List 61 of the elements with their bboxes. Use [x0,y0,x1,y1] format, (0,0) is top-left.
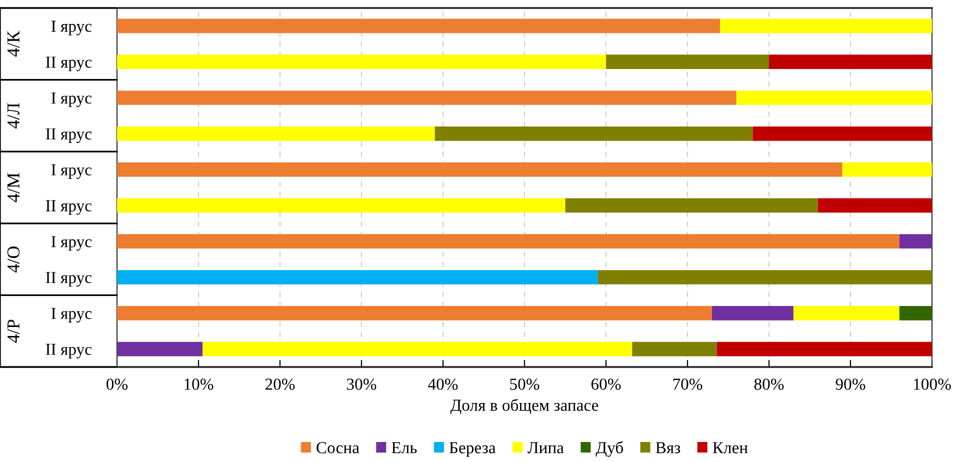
bar [117,306,712,320]
y-tick-label: I ярус [51,20,92,36]
x-tick-label: 50% [510,378,540,390]
text: 4/Р [7,320,20,343]
x-tick-label: 90% [836,378,866,390]
legend-label: Дуб [596,441,624,457]
bar [117,198,566,213]
bar [842,162,932,177]
x-tick-label: 30% [347,378,376,390]
legend-label: Липа [528,442,564,454]
bar [720,18,932,34]
y-tick-label: I ярус [51,92,92,108]
x-tick-label: 20% [265,378,295,390]
legend-label: Сосна [316,442,360,454]
bar [598,270,932,284]
bar [117,90,736,105]
text: 4/К [7,30,20,57]
bar [818,198,932,213]
y-tick-label: I ярус [51,164,92,179]
bar [899,306,932,320]
bar [769,54,932,70]
bar [117,162,842,177]
bar [117,234,900,249]
legend-label: Береза [449,442,496,457]
x-axis-title: Доля в общем запасе [450,398,598,414]
text: 4/О [7,246,20,272]
bar [606,54,769,70]
bar [117,18,720,34]
bar [117,54,606,70]
legend-label: Ель [392,442,417,454]
legend-label: Вяз [656,442,680,454]
y-tick-label: II ярус [46,128,92,144]
y-tick-label: II ярус [46,200,92,215]
bar [632,342,717,356]
bar [899,234,932,249]
x-tick-label: 80% [754,378,784,390]
x-tick-label: 70% [673,378,702,390]
y-tick-label: II ярус [46,272,92,287]
x-tick-label: 100% [914,378,951,390]
bar [565,198,818,213]
bar [736,90,932,105]
bar [712,306,794,320]
bar [716,342,932,356]
y-tick-label: II ярус [46,344,92,358]
y-tick-label: I ярус [51,308,92,323]
bar [752,126,932,141]
x-tick-label: 40% [428,378,458,390]
x-tick-label: 10% [184,378,214,390]
text: 4/М [7,172,20,202]
x-tick-label: 60% [591,378,621,390]
bar [202,342,632,356]
x-tick-label: 0% [106,378,128,390]
y-tick-label: I ярус [51,236,92,251]
y-tick-label: II ярус [46,56,92,72]
bar [793,306,900,320]
bar [117,270,598,284]
text: 4/Л [7,103,20,128]
bar [117,126,435,141]
bar [117,342,203,356]
legend-label: Клен [712,442,748,454]
bar [434,126,753,141]
